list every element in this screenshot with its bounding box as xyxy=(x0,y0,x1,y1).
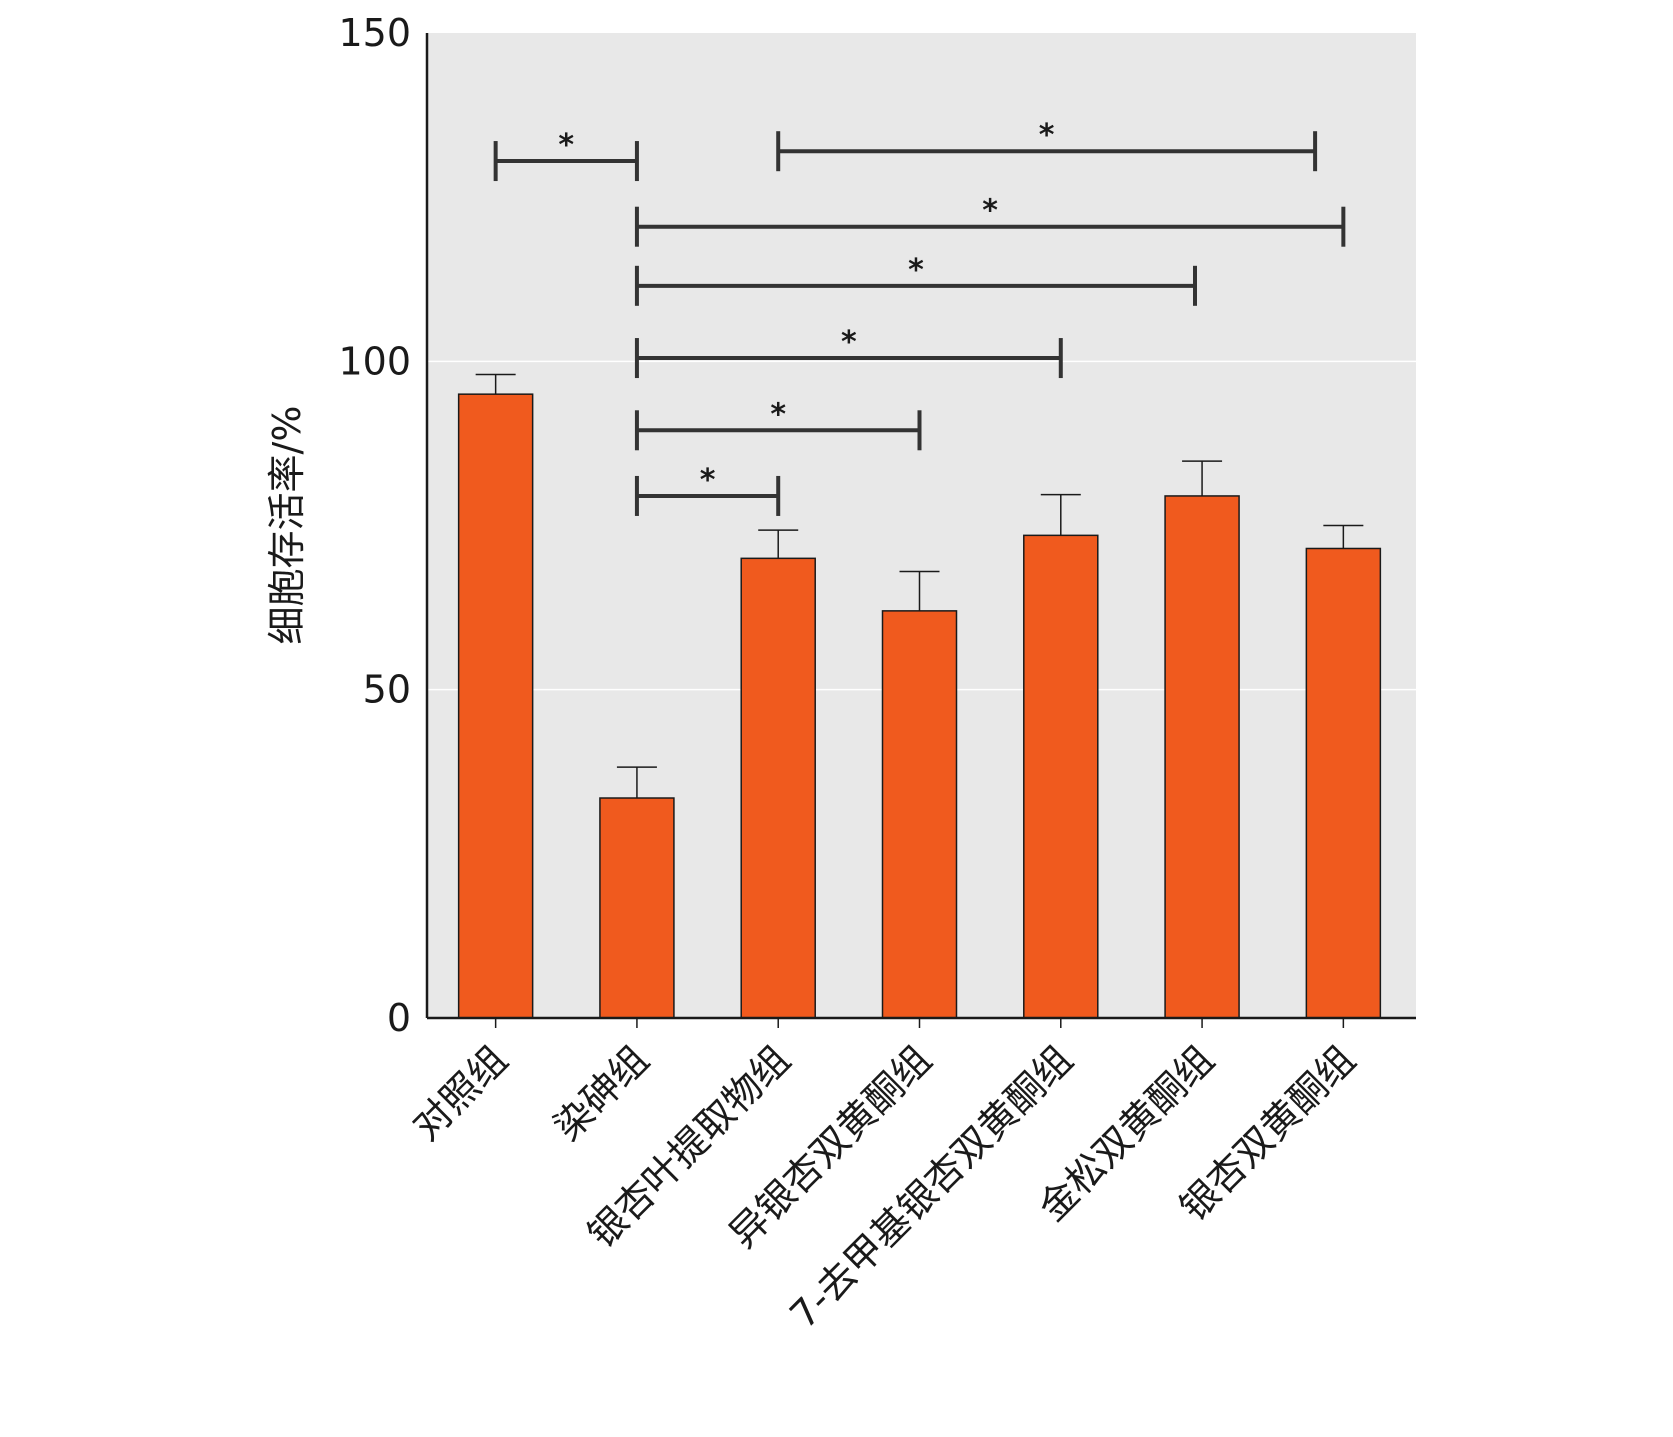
bar xyxy=(1164,495,1240,1019)
x-category-label: 染砷组 xyxy=(546,1037,658,1149)
bar xyxy=(1305,547,1382,1019)
y-tick-label: 150 xyxy=(338,11,411,55)
x-category-labels: 对照组 染砷组银杏叶提取物组异银杏双黄酮组7-去甲基银杏双黄酮组金松双黄酮组银杏双… xyxy=(404,1037,1363,1337)
significance-star: * xyxy=(841,325,857,360)
bar xyxy=(1023,534,1099,1019)
significance-star: * xyxy=(558,128,574,163)
bars-group xyxy=(457,373,1382,1028)
significance-star: * xyxy=(770,397,786,432)
x-category-label: 对照组 xyxy=(404,1037,516,1149)
y-tick-labels: 0 50 100 150 xyxy=(338,11,411,1040)
bar xyxy=(457,393,534,1019)
bar xyxy=(881,610,958,1019)
significance-star: * xyxy=(700,463,716,498)
axes xyxy=(425,33,1416,1020)
x-category-label: 7-去甲基银杏双黄酮组 xyxy=(781,1037,1081,1337)
significance-star: * xyxy=(982,194,998,229)
bar xyxy=(740,557,816,1019)
y-tick-label: 0 xyxy=(387,996,411,1040)
bar xyxy=(599,797,675,1019)
y-axis-label: 细胞存活率/% xyxy=(265,406,309,645)
significance-star: * xyxy=(908,253,924,288)
y-tick-label: 100 xyxy=(338,339,411,383)
significance-star: * xyxy=(1039,118,1055,153)
significance-brackets: * * * * * * * xyxy=(493,118,1346,516)
y-tick-label: 50 xyxy=(363,668,411,712)
